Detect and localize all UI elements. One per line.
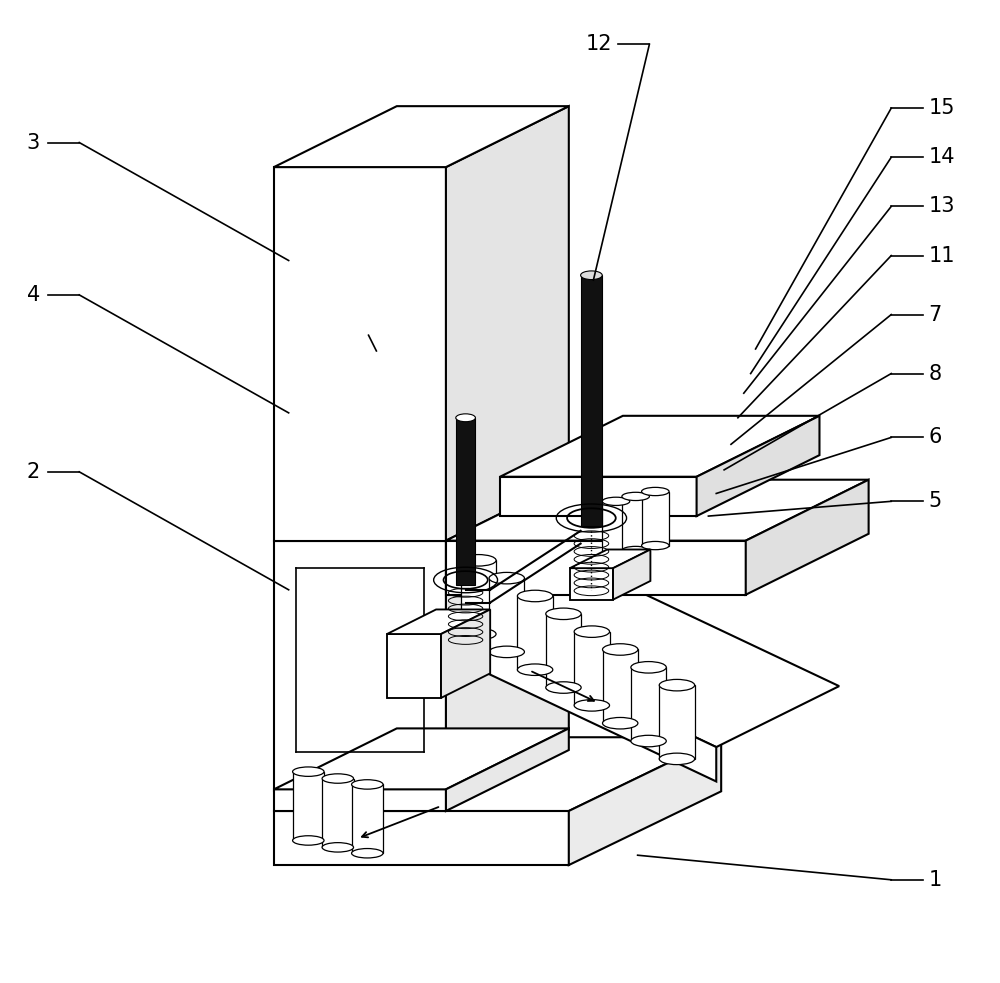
- Ellipse shape: [461, 554, 496, 566]
- Ellipse shape: [489, 646, 524, 658]
- Ellipse shape: [631, 735, 666, 747]
- Ellipse shape: [659, 753, 695, 765]
- Polygon shape: [622, 496, 649, 550]
- Polygon shape: [274, 789, 446, 811]
- Polygon shape: [387, 609, 490, 634]
- Polygon shape: [446, 558, 839, 747]
- Ellipse shape: [461, 628, 496, 640]
- Polygon shape: [570, 549, 650, 568]
- Ellipse shape: [489, 572, 524, 584]
- Polygon shape: [642, 492, 669, 546]
- Polygon shape: [461, 560, 496, 634]
- Polygon shape: [574, 632, 610, 706]
- Ellipse shape: [603, 644, 638, 656]
- Polygon shape: [746, 480, 869, 595]
- Text: 15: 15: [929, 98, 955, 118]
- Polygon shape: [446, 728, 569, 811]
- Ellipse shape: [517, 664, 553, 675]
- Polygon shape: [274, 106, 569, 167]
- Ellipse shape: [603, 718, 638, 729]
- Ellipse shape: [574, 700, 610, 711]
- Ellipse shape: [293, 836, 324, 845]
- Polygon shape: [546, 613, 581, 687]
- Ellipse shape: [642, 488, 669, 495]
- Polygon shape: [613, 549, 650, 600]
- Polygon shape: [517, 596, 553, 669]
- Ellipse shape: [352, 848, 383, 858]
- Text: 3: 3: [27, 133, 40, 152]
- Polygon shape: [603, 650, 638, 723]
- Ellipse shape: [642, 542, 669, 549]
- Text: 5: 5: [929, 492, 942, 511]
- Polygon shape: [352, 784, 383, 853]
- Ellipse shape: [322, 842, 354, 852]
- Text: 4: 4: [27, 285, 40, 305]
- Polygon shape: [446, 480, 869, 541]
- Text: 2: 2: [27, 462, 40, 482]
- Polygon shape: [446, 541, 746, 595]
- Polygon shape: [274, 737, 721, 811]
- Ellipse shape: [574, 626, 610, 637]
- Text: 6: 6: [929, 428, 942, 447]
- Ellipse shape: [456, 414, 475, 422]
- Polygon shape: [631, 667, 666, 741]
- Polygon shape: [500, 477, 697, 516]
- Polygon shape: [570, 568, 613, 600]
- Text: 7: 7: [929, 305, 942, 324]
- Polygon shape: [274, 541, 446, 791]
- Ellipse shape: [517, 590, 553, 602]
- Ellipse shape: [622, 547, 649, 554]
- Ellipse shape: [622, 492, 649, 500]
- Polygon shape: [322, 779, 354, 847]
- Ellipse shape: [322, 774, 354, 783]
- Polygon shape: [274, 167, 446, 541]
- Ellipse shape: [631, 662, 666, 673]
- Text: 13: 13: [929, 197, 955, 216]
- Text: 1: 1: [929, 870, 942, 890]
- Text: 8: 8: [929, 364, 942, 383]
- Ellipse shape: [546, 682, 581, 693]
- Polygon shape: [293, 772, 324, 840]
- Polygon shape: [697, 416, 819, 516]
- Polygon shape: [456, 418, 475, 585]
- Polygon shape: [489, 578, 524, 652]
- Polygon shape: [659, 685, 695, 759]
- Polygon shape: [274, 728, 569, 789]
- Polygon shape: [274, 480, 569, 541]
- Polygon shape: [500, 416, 819, 477]
- Polygon shape: [446, 619, 716, 781]
- Ellipse shape: [581, 271, 602, 279]
- Polygon shape: [446, 480, 569, 791]
- Ellipse shape: [602, 551, 630, 559]
- Polygon shape: [441, 609, 490, 698]
- Ellipse shape: [602, 497, 630, 505]
- Polygon shape: [446, 106, 569, 541]
- Ellipse shape: [352, 780, 383, 789]
- Polygon shape: [602, 501, 630, 555]
- Ellipse shape: [546, 608, 581, 619]
- Polygon shape: [274, 811, 569, 865]
- Polygon shape: [569, 737, 721, 865]
- Ellipse shape: [659, 679, 695, 691]
- Text: 11: 11: [929, 246, 955, 265]
- Polygon shape: [387, 634, 441, 698]
- Polygon shape: [581, 275, 602, 526]
- Text: 12: 12: [586, 34, 612, 54]
- Ellipse shape: [293, 767, 324, 777]
- Text: 14: 14: [929, 147, 955, 167]
